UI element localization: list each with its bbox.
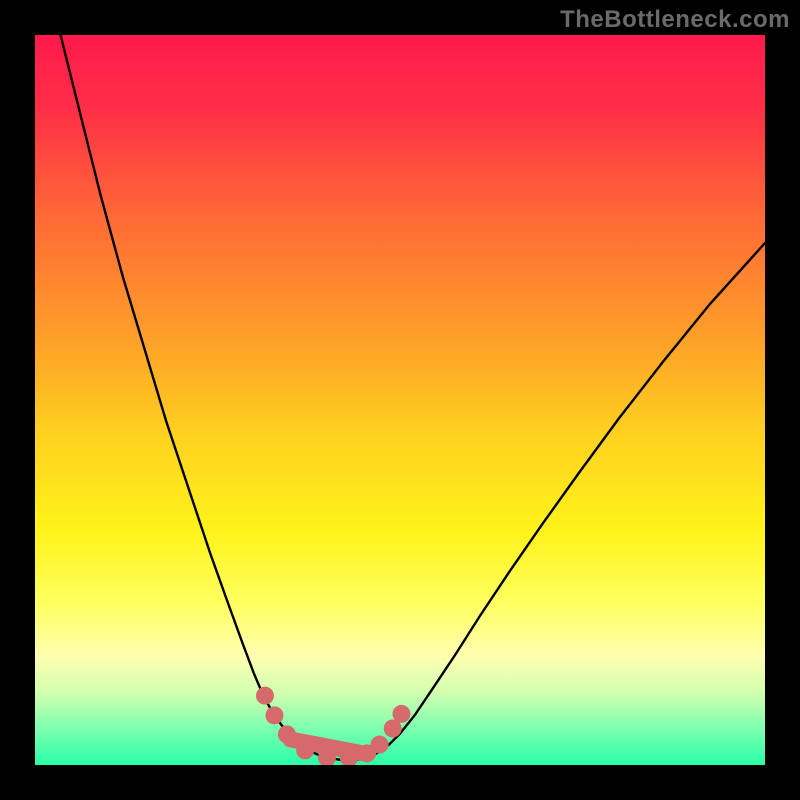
watermark-text: TheBottleneck.com	[560, 6, 790, 34]
plot-area	[35, 35, 765, 765]
marker-dot	[278, 725, 296, 743]
marker-dot	[392, 705, 410, 723]
chart-frame: TheBottleneck.com	[0, 0, 800, 800]
marker-dot	[265, 706, 283, 724]
marker-dot	[256, 687, 274, 705]
plot-svg	[35, 35, 765, 765]
gradient-background	[35, 35, 765, 765]
marker-dot	[296, 741, 314, 759]
marker-dot	[371, 736, 389, 754]
